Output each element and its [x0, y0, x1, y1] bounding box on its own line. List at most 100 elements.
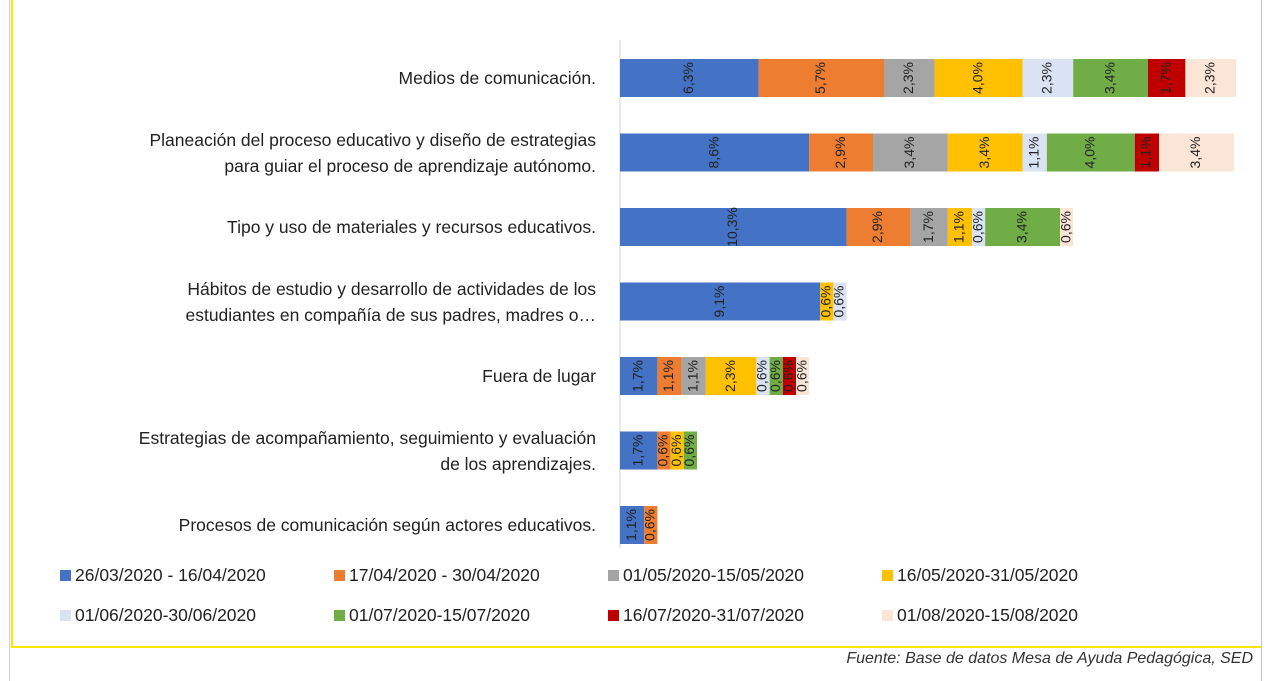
legend-item: 01/07/2020-15/07/2020 [334, 602, 596, 628]
category-label: Planeación del proceso educativo y diseñ… [149, 129, 596, 176]
legend-label: 16/07/2020-31/07/2020 [623, 604, 804, 625]
legend-swatch [608, 569, 619, 581]
data-label: 1,7% [629, 360, 645, 392]
data-label: 8,6% [705, 137, 721, 169]
data-label: 0,6% [818, 286, 834, 318]
data-label: 1,7% [920, 211, 936, 243]
bar-segment [769, 357, 783, 395]
data-label: 1,1% [1138, 137, 1154, 169]
legend-swatch [60, 569, 71, 581]
bar-segment [1185, 59, 1236, 97]
data-label: 0,6% [831, 286, 847, 318]
bar-segment [620, 208, 847, 246]
category-label: Tipo y uso de materiales y recursos educ… [227, 217, 596, 237]
legend-label: 26/03/2020 - 16/04/2020 [75, 564, 266, 585]
legend-swatch [334, 609, 345, 621]
data-label: 2,3% [1201, 62, 1217, 94]
frame-right [1261, 0, 1262, 681]
legend-item: 01/05/2020-15/05/2020 [608, 562, 870, 588]
bar-segment [1148, 59, 1186, 97]
legend-item: 16/07/2020-31/07/2020 [608, 602, 870, 628]
data-label: 0,6% [793, 360, 809, 392]
data-label: 0,6% [969, 211, 985, 243]
bar-segment [1060, 208, 1074, 246]
data-label: 1,1% [1025, 137, 1041, 169]
data-label: 2,9% [869, 211, 885, 243]
category-label: Medios de comunicación. [398, 68, 596, 88]
category-label: Procesos de comunicación según actores e… [178, 515, 596, 535]
data-label: 1,1% [623, 509, 639, 541]
legend-label: 16/05/2020-31/05/2020 [897, 564, 1078, 585]
bar-segment [947, 208, 972, 246]
data-label: 0,6% [1057, 211, 1073, 243]
bar-segment [947, 133, 1023, 172]
bar-segment [620, 282, 821, 321]
legend-item: 16/05/2020-31/05/2020 [882, 562, 1142, 588]
frame-border [11, 0, 1261, 648]
data-label: 2,3% [722, 360, 738, 392]
data-label: 0,6% [767, 360, 783, 392]
legend-swatch [608, 609, 619, 621]
legend-label: 01/06/2020-30/06/2020 [75, 604, 256, 625]
bar-segment [657, 357, 682, 395]
bar-segment [657, 431, 671, 470]
bar-segment [972, 208, 986, 246]
data-label: 0,6% [642, 509, 658, 541]
data-label: 10,3% [724, 207, 740, 247]
bar-segment [796, 357, 810, 395]
data-label: 4,0% [1082, 137, 1098, 169]
data-label: 3,4% [976, 137, 992, 169]
bar-segment [910, 208, 948, 246]
category-label: Hábitos de estudio y desarrollo de activ… [185, 278, 596, 325]
legend-swatch [60, 609, 71, 621]
bar-segment [620, 357, 658, 395]
legend-swatch [882, 609, 893, 621]
legend-label: 17/04/2020 - 30/04/2020 [349, 564, 540, 585]
bar-segment [1022, 133, 1047, 172]
legend-label: 01/07/2020-15/07/2020 [349, 604, 530, 625]
bar-segment [1073, 59, 1148, 97]
bar-segment [670, 431, 684, 470]
bar-segment [620, 431, 658, 470]
bar-segment [1159, 133, 1234, 172]
legend-label: 01/08/2020-15/08/2020 [897, 604, 1078, 625]
source-note: Fuente: Base de datos Mesa de Ayuda Peda… [846, 650, 1253, 667]
bar-segment [644, 506, 658, 544]
data-label: 2,3% [900, 62, 916, 94]
data-label: 5,7% [812, 62, 828, 94]
data-label: 0,6% [681, 435, 697, 467]
bar-segment [809, 133, 873, 172]
bar-segment [758, 59, 884, 97]
bar-segment [1046, 133, 1135, 172]
legend-item: 01/06/2020-30/06/2020 [60, 602, 322, 628]
data-label: 3,4% [1101, 62, 1117, 94]
data-label: 1,1% [951, 211, 967, 243]
data-label: 0,6% [655, 435, 671, 467]
bar-segment [620, 506, 645, 544]
legend-item: 26/03/2020 - 16/04/2020 [60, 562, 322, 588]
category-label: Fuera de lugar [482, 366, 596, 386]
bar-segment [620, 133, 810, 172]
data-label: 1,7% [629, 435, 645, 467]
legend-swatch [882, 569, 893, 581]
legend-item: 17/04/2020 - 30/04/2020 [334, 562, 596, 588]
bar-segment [1134, 133, 1159, 172]
data-label: 4,0% [969, 62, 985, 94]
frame-left [9, 0, 10, 681]
bar-segment [1022, 59, 1074, 97]
data-label: 3,4% [901, 137, 917, 169]
bar-segment [846, 208, 911, 246]
bar-segment [705, 357, 757, 395]
bar-segment [820, 282, 834, 321]
data-label: 2,3% [1039, 62, 1055, 94]
bar-segment [884, 59, 935, 97]
data-label: 1,1% [684, 360, 700, 392]
legend-swatch [334, 569, 345, 581]
bar-segment [985, 208, 1060, 246]
data-label: 9,1% [711, 286, 727, 318]
bar-segment [934, 59, 1023, 97]
data-label: 3,4% [1013, 211, 1029, 243]
data-label: 0,6% [780, 360, 796, 392]
